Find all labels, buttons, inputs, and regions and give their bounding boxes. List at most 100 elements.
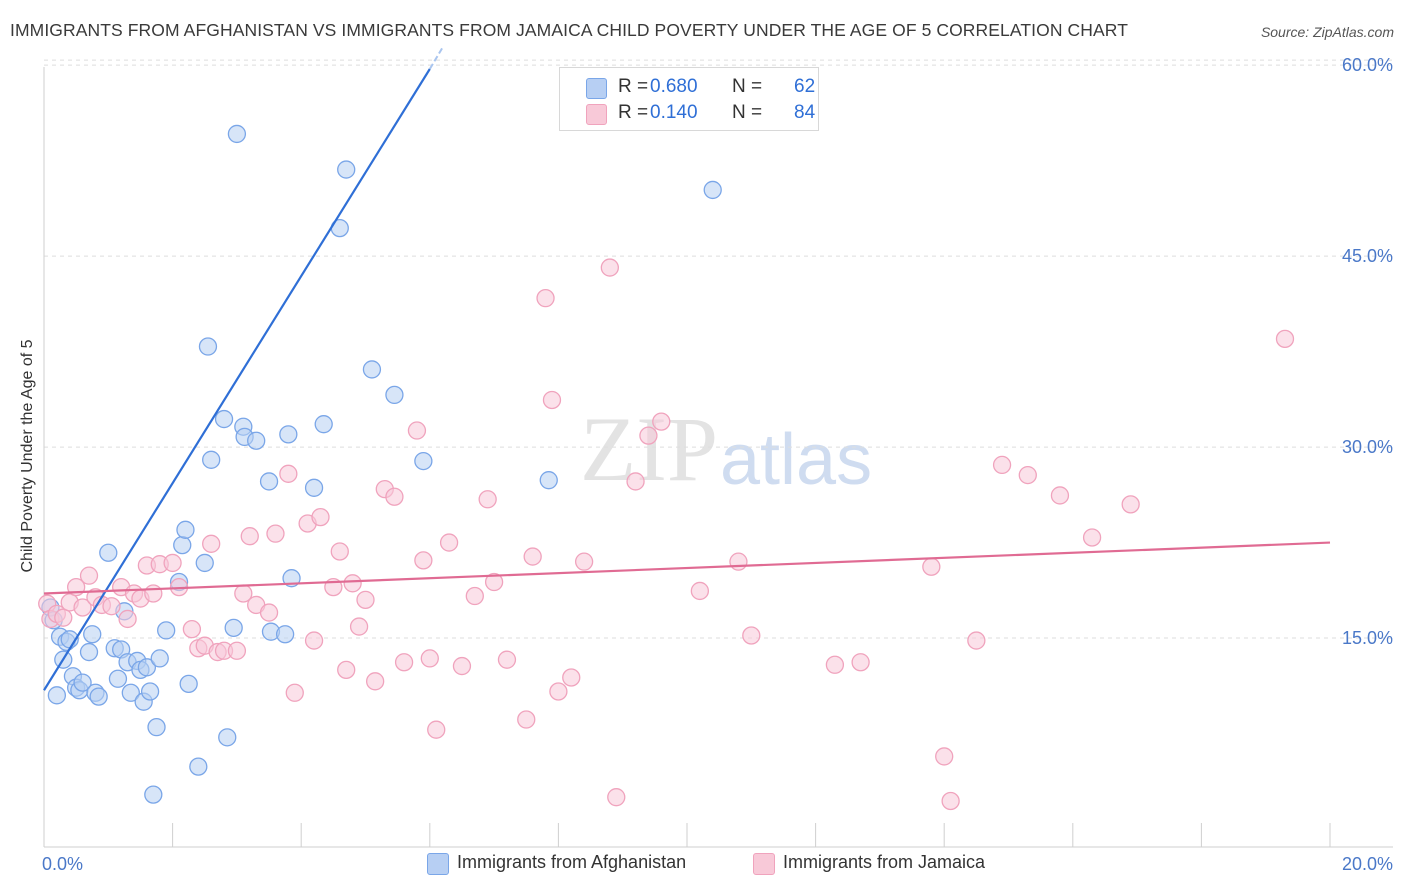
jamaica-point xyxy=(240,527,259,546)
jamaica-point xyxy=(343,574,362,593)
bottom-legend-swatch-afghanistan xyxy=(427,853,449,875)
watermark-atlas: atlas xyxy=(720,420,872,500)
jamaica-point xyxy=(427,720,446,739)
jamaica-point xyxy=(742,626,761,645)
afghanistan-point xyxy=(385,385,404,405)
jamaica-point xyxy=(1050,486,1070,505)
legend-n-label: N = xyxy=(732,102,763,123)
jamaica-point xyxy=(420,649,439,668)
jamaica-trend-line xyxy=(43,541,1331,595)
jamaica-point xyxy=(182,619,202,639)
legend-r-label: R = xyxy=(618,102,649,123)
afghanistan-point xyxy=(539,471,558,490)
afghanistan-point xyxy=(247,431,266,450)
jamaica-point xyxy=(202,534,221,553)
legend-r-label: R = xyxy=(618,76,649,97)
jamaica-point xyxy=(266,524,285,543)
jamaica-point xyxy=(414,551,433,570)
jamaica-point xyxy=(478,490,497,509)
afghanistan-point xyxy=(79,642,99,662)
afghanistan-point xyxy=(195,553,214,573)
bottom-legend-label-afghanistan: Immigrants from Afghanistan xyxy=(457,852,687,872)
jamaica-point xyxy=(304,631,324,650)
afghanistan-point xyxy=(362,360,382,379)
jamaica-point xyxy=(144,584,163,603)
jamaica-point xyxy=(163,553,182,573)
trend-lines xyxy=(43,46,1331,691)
afghanistan-point xyxy=(198,337,218,356)
jamaica-point xyxy=(600,258,619,277)
afghanistan-trend-extension xyxy=(428,46,444,70)
jamaica-point xyxy=(935,747,954,766)
jamaica-point xyxy=(356,590,375,609)
afghanistan-point xyxy=(703,180,722,200)
afghanistan-point xyxy=(414,451,433,471)
jamaica-point xyxy=(729,552,748,571)
jamaica-point xyxy=(497,650,517,669)
afghanistan-point xyxy=(337,160,356,179)
afghanistan-point xyxy=(279,425,298,444)
bottom-legend-label-jamaica: Immigrants from Jamaica xyxy=(783,852,986,872)
jamaica-point xyxy=(639,426,658,445)
legend-n-label: N = xyxy=(732,76,763,97)
source-credit: Source: ZipAtlas.com xyxy=(1260,24,1394,40)
jamaica-point xyxy=(102,597,121,616)
afghanistan-point xyxy=(108,669,128,688)
jamaica-point xyxy=(922,557,941,576)
tick-labels: 15.0% 30.0% 45.0% 60.0% 0.0% 20.0% xyxy=(42,55,1393,874)
jamaica-point xyxy=(394,653,414,672)
data-points xyxy=(38,124,1295,811)
afghanistan-point xyxy=(214,409,234,429)
afghanistan-point xyxy=(173,535,192,555)
afghanistan-point xyxy=(140,682,160,701)
jamaica-point xyxy=(562,668,581,687)
jamaica-point xyxy=(536,288,555,308)
jamaica-point xyxy=(523,547,542,566)
afghanistan-point xyxy=(304,478,324,497)
legend-n-value: 62 xyxy=(794,76,816,97)
afghanistan-point xyxy=(202,450,221,469)
afghanistan-point xyxy=(47,686,67,705)
axes xyxy=(43,67,1393,848)
x-tick-label-min: 0.0% xyxy=(42,854,83,874)
jamaica-point xyxy=(407,421,427,440)
jamaica-point xyxy=(311,507,330,527)
jamaica-point xyxy=(73,598,92,617)
jamaica-point xyxy=(484,572,504,592)
afghanistan-point xyxy=(218,728,237,747)
jamaica-point xyxy=(259,603,279,622)
watermark-zip: ZIP xyxy=(580,398,718,500)
jamaica-point xyxy=(1082,528,1102,547)
jamaica-point xyxy=(330,542,349,561)
jamaica-point xyxy=(517,710,536,729)
afghanistan-point xyxy=(89,687,108,706)
y-tick-label: 60.0% xyxy=(1342,55,1393,75)
jamaica-point xyxy=(54,608,73,627)
legend-n-value: 84 xyxy=(794,102,816,123)
jamaica-point xyxy=(574,552,594,571)
jamaica-point xyxy=(227,641,247,660)
jamaica-point xyxy=(967,631,986,650)
jamaica-point xyxy=(690,581,710,601)
jamaica-point xyxy=(1275,329,1295,349)
jamaica-point xyxy=(349,617,369,636)
afghanistan-point xyxy=(224,618,243,638)
legend-r-value: 0.140 xyxy=(650,102,698,123)
afghanistan-point xyxy=(99,543,118,562)
afghanistan-point xyxy=(150,649,169,668)
jamaica-point xyxy=(1121,495,1140,514)
jamaica-point xyxy=(79,566,99,585)
legend-swatch-jamaica xyxy=(586,104,607,125)
jamaica-point xyxy=(941,791,960,811)
chart-title: IMMIGRANTS FROM AFGHANISTAN VS IMMIGRANT… xyxy=(10,20,1128,40)
afghanistan-point xyxy=(83,625,102,644)
jamaica-point xyxy=(118,609,137,629)
bottom-legend-swatch-jamaica xyxy=(753,853,775,875)
afghanistan-point xyxy=(176,520,195,539)
jamaica-point xyxy=(285,683,304,702)
afghanistan-point xyxy=(137,658,157,677)
y-tick-label: 15.0% xyxy=(1342,628,1393,648)
y-tick-label: 30.0% xyxy=(1342,437,1393,457)
stats-legend: R = 0.680 N = 62 R = 0.140 N = 84 xyxy=(559,67,819,131)
jamaica-point xyxy=(365,672,385,691)
